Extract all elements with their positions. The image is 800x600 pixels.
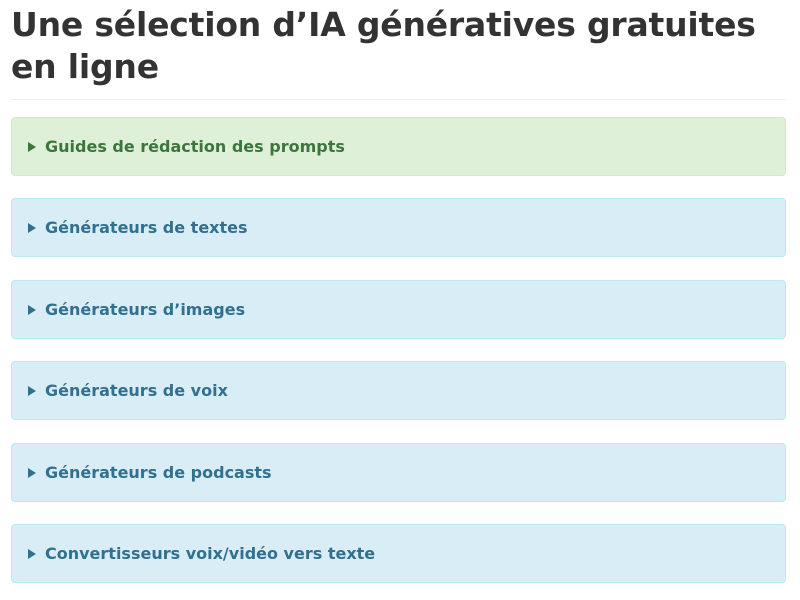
section-label: Convertisseurs voix/vidéo vers texte [45,543,376,563]
section-speech-to-text-converters[interactable]: Convertisseurs voix/vidéo vers texte [11,524,786,583]
triangle-right-icon [28,304,36,315]
section-label: Guides de rédaction des prompts [45,136,345,156]
section-label: Générateurs d’images [45,299,246,319]
section-podcast-generators[interactable]: Générateurs de podcasts [11,443,786,502]
section-voice-generators[interactable]: Générateurs de voix [11,361,786,420]
section-label: Générateurs de podcasts [45,462,272,482]
triangle-right-icon [28,141,36,152]
section-guides-prompts[interactable]: Guides de rédaction des prompts [11,117,786,176]
title-divider [11,99,786,100]
triangle-right-icon [28,222,36,233]
page-title: Une sélection d’IA génératives gratuites… [11,5,756,86]
triangle-right-icon [28,548,36,559]
section-text-generators[interactable]: Générateurs de textes [11,198,786,257]
section-image-generators[interactable]: Générateurs d’images [11,280,786,339]
section-label: Générateurs de voix [45,380,228,400]
triangle-right-icon [28,385,36,396]
section-label: Générateurs de textes [45,217,248,237]
triangle-right-icon [28,467,36,478]
